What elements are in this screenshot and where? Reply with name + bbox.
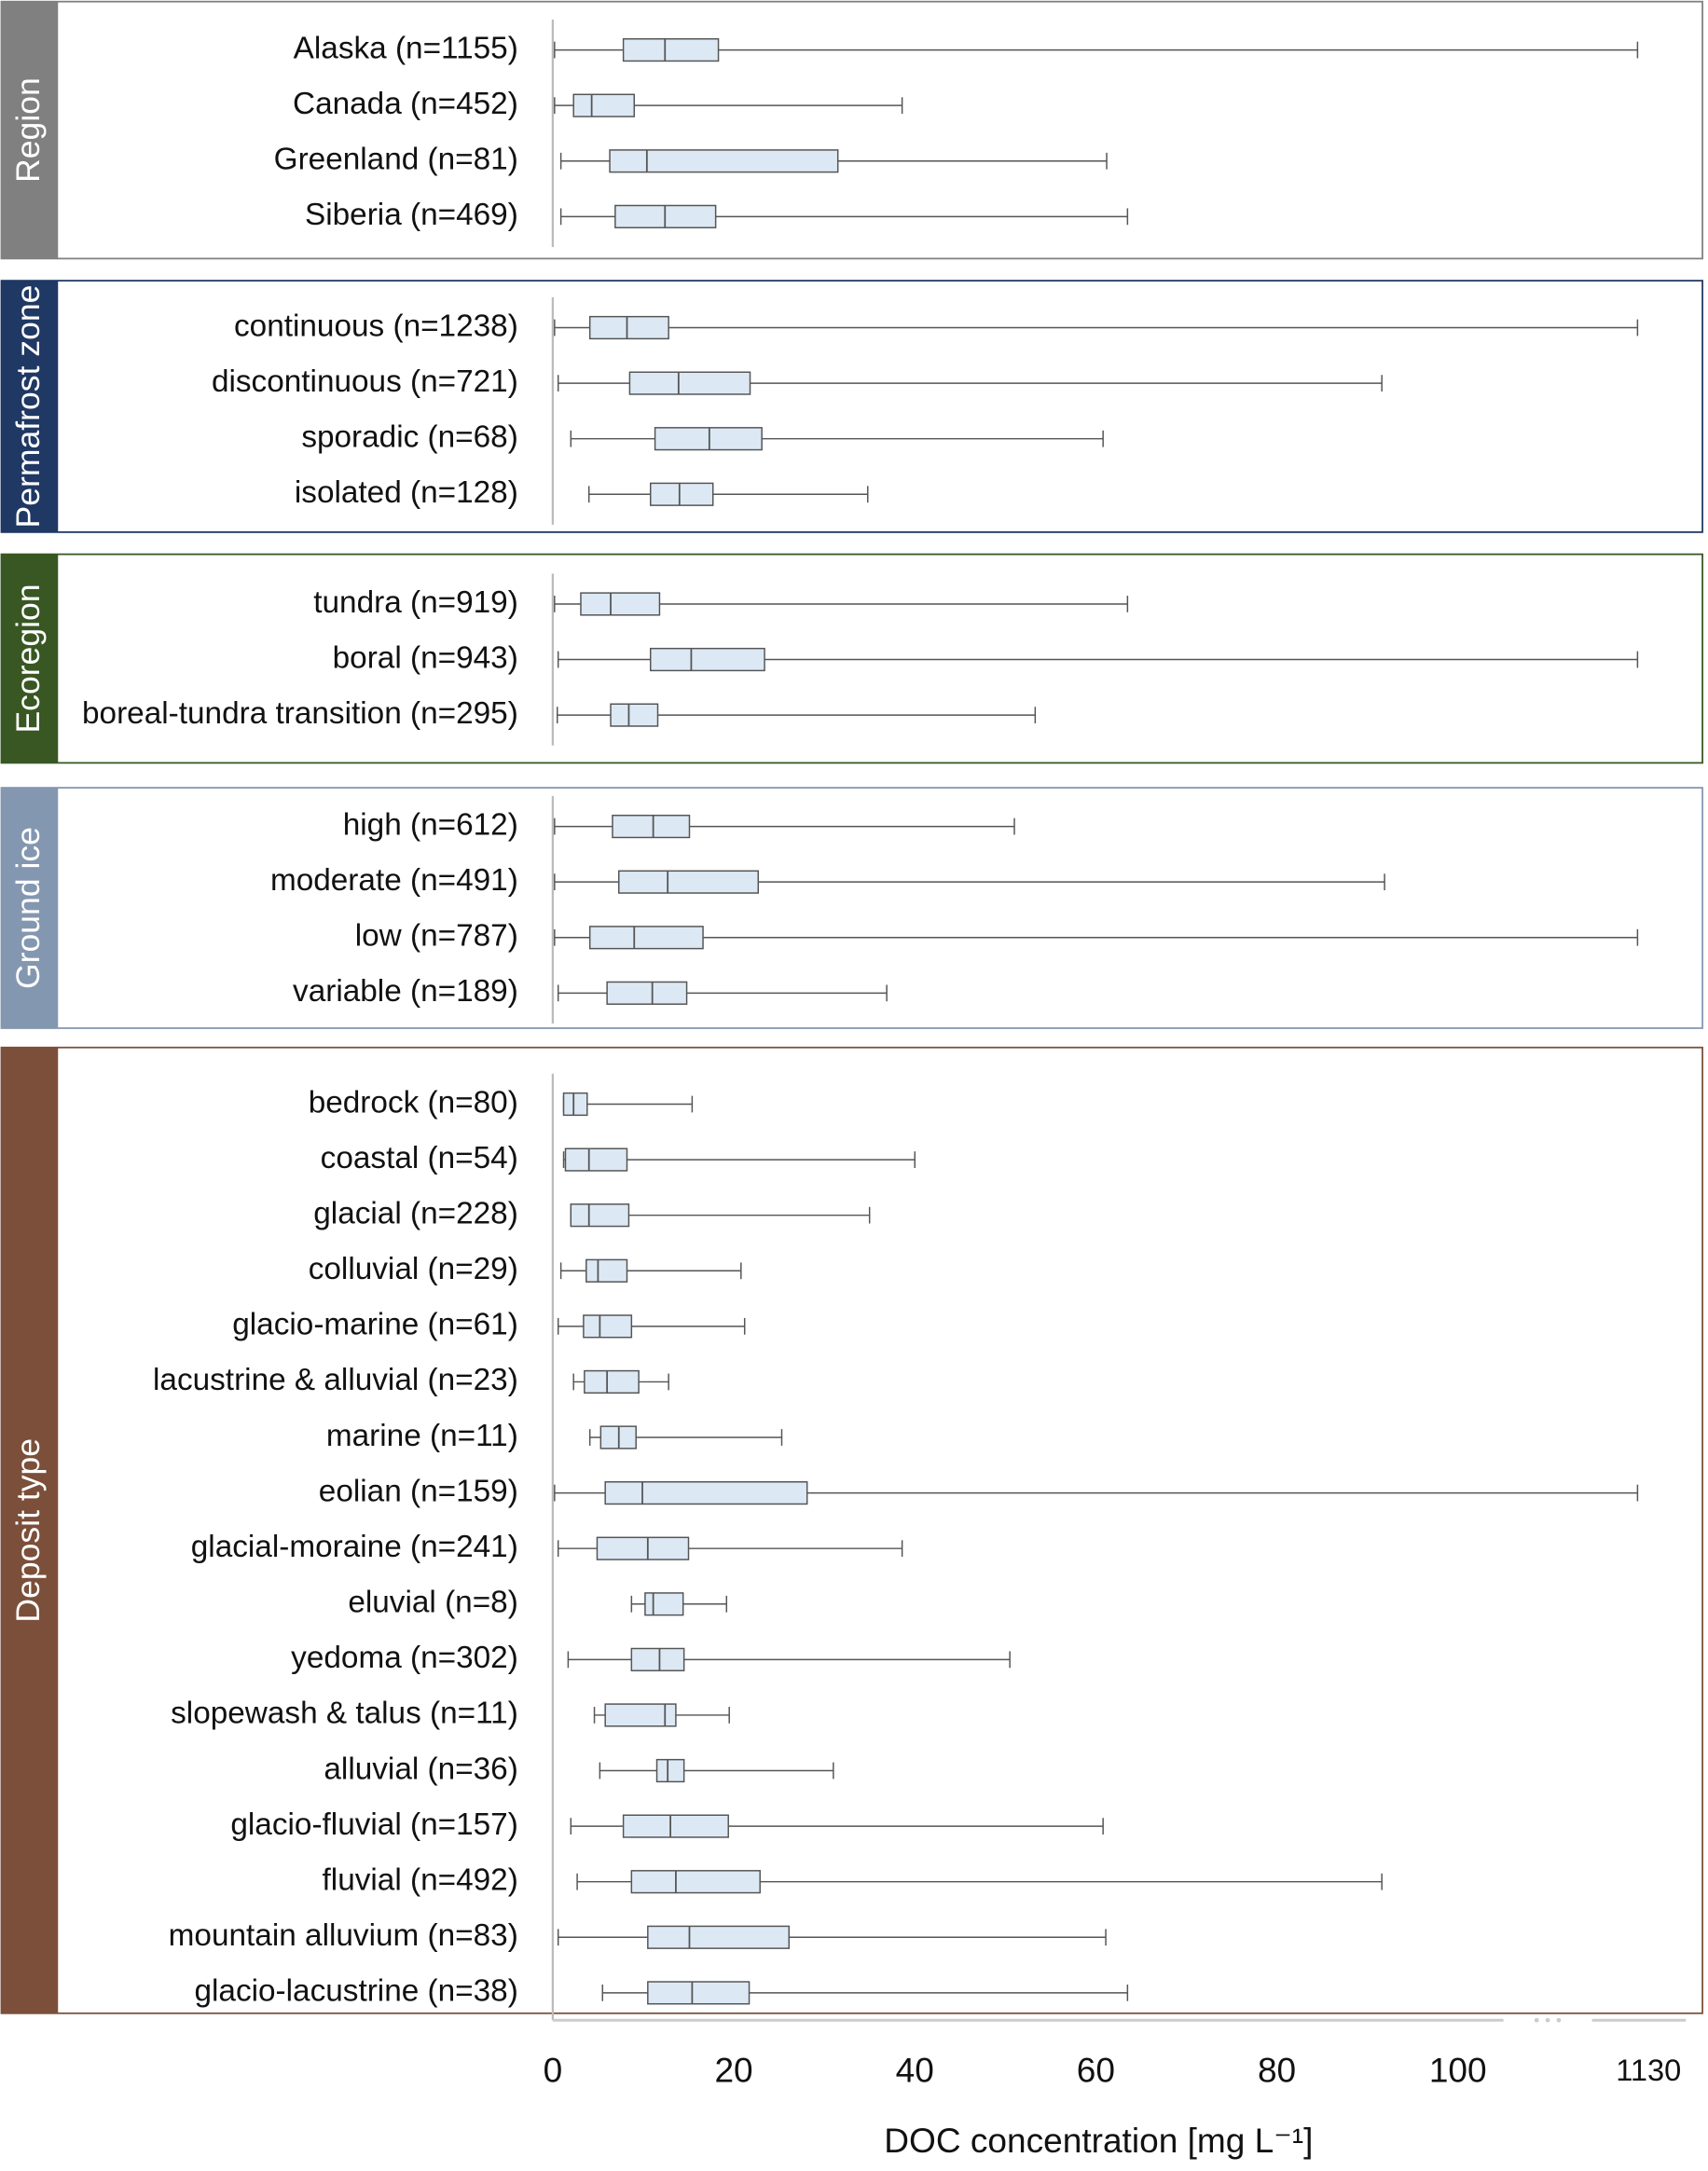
box bbox=[570, 1203, 630, 1228]
x-tick-label: 80 bbox=[1258, 2050, 1296, 2089]
category-label: glacio-marine (n=61) bbox=[232, 1308, 518, 1342]
box bbox=[630, 1870, 761, 1894]
category-label: tundra (n=919) bbox=[313, 585, 518, 620]
category-label: glacial-moraine (n=241) bbox=[191, 1530, 518, 1564]
box bbox=[628, 371, 751, 395]
category-label: marine (n=11) bbox=[326, 1419, 518, 1453]
panel-label: Deposit type bbox=[9, 1438, 47, 1623]
box bbox=[654, 427, 763, 451]
panel-label: Permafrost zone bbox=[9, 285, 47, 529]
category-label: high (n=612) bbox=[343, 807, 518, 842]
box bbox=[647, 1981, 751, 2005]
category-label: Greenland (n=81) bbox=[274, 143, 518, 177]
box bbox=[618, 870, 760, 894]
panel-side-bar bbox=[1, 554, 59, 763]
x-tick-label: 0 bbox=[544, 2050, 563, 2089]
category-label: sporadic (n=68) bbox=[301, 419, 518, 454]
box bbox=[564, 1147, 628, 1172]
box bbox=[580, 592, 661, 616]
box bbox=[572, 93, 635, 117]
box bbox=[630, 1647, 685, 1671]
box bbox=[649, 482, 714, 506]
box bbox=[612, 814, 691, 839]
category-label: coastal (n=54) bbox=[321, 1141, 518, 1175]
category-label: eolian (n=159) bbox=[319, 1474, 518, 1508]
category-label: Canada (n=452) bbox=[293, 87, 518, 121]
box bbox=[588, 315, 669, 340]
category-label: moderate (n=491) bbox=[270, 863, 518, 898]
category-label: boral (n=943) bbox=[333, 640, 518, 675]
category-label: slopewash & talus (n=11) bbox=[171, 1697, 518, 1731]
panel-side-bar bbox=[1, 788, 59, 1028]
box bbox=[604, 1481, 808, 1505]
category-label: eluvial (n=8) bbox=[348, 1586, 517, 1620]
category-label: boreal-tundra transition (n=295) bbox=[82, 696, 518, 731]
box bbox=[622, 1814, 729, 1838]
category-label: isolated (n=128) bbox=[295, 475, 518, 510]
category-label: low (n=787) bbox=[355, 919, 518, 954]
box bbox=[622, 37, 720, 62]
box bbox=[606, 981, 688, 1005]
box bbox=[585, 1258, 628, 1283]
panel-label: Ground ice bbox=[9, 827, 47, 989]
box bbox=[604, 1703, 677, 1727]
category-label: bedrock (n=80) bbox=[309, 1085, 518, 1120]
axis-break-dot bbox=[1534, 2017, 1539, 2023]
x-tick-label: 100 bbox=[1429, 2050, 1487, 2089]
box bbox=[588, 926, 704, 950]
box bbox=[655, 1758, 685, 1783]
category-label: lacustrine & alluvial (n=23) bbox=[153, 1363, 518, 1397]
x-tick-label: 20 bbox=[714, 2050, 752, 2089]
category-label: fluvial (n=492) bbox=[323, 1863, 518, 1898]
panel-frame bbox=[0, 553, 1703, 764]
box bbox=[562, 1092, 588, 1117]
axis-break-dot bbox=[1556, 2017, 1562, 2023]
category-label: mountain alluvium (n=83) bbox=[169, 1918, 518, 1953]
category-label: yedoma (n=302) bbox=[291, 1641, 518, 1675]
x-tick-label: 1130 bbox=[1616, 2053, 1681, 2087]
category-label: variable (n=189) bbox=[293, 974, 518, 1009]
axis-break-dot bbox=[1545, 2017, 1550, 2023]
category-label: glacio-fluvial (n=157) bbox=[230, 1807, 517, 1842]
box bbox=[610, 703, 659, 727]
panel-side-bar bbox=[1, 281, 59, 532]
category-label: continuous (n=1238) bbox=[234, 309, 518, 343]
x-axis-label: DOC concentration [mg L⁻¹] bbox=[884, 2121, 1313, 2160]
category-label: Alaska (n=1155) bbox=[294, 31, 518, 65]
panel-label: Ecoregion bbox=[9, 584, 47, 733]
box bbox=[596, 1536, 690, 1560]
x-tick-label: 40 bbox=[896, 2050, 934, 2089]
category-label: glacial (n=228) bbox=[313, 1196, 518, 1230]
box bbox=[583, 1314, 633, 1339]
x-tick-label: 60 bbox=[1077, 2050, 1115, 2089]
category-label: Siberia (n=469) bbox=[305, 198, 518, 232]
panel-frame bbox=[0, 787, 1703, 1029]
category-label: discontinuous (n=721) bbox=[212, 364, 518, 399]
panel-side-bar bbox=[1, 1, 59, 259]
box bbox=[584, 1369, 640, 1395]
panel-side-bar bbox=[1, 1047, 59, 2013]
panel-frame bbox=[0, 0, 1703, 260]
category-label: glacio-lacustrine (n=38) bbox=[194, 1974, 517, 2009]
category-label: colluvial (n=29) bbox=[309, 1252, 518, 1286]
box bbox=[644, 1592, 684, 1616]
box bbox=[647, 1925, 791, 1949]
panel-label: Region bbox=[9, 77, 47, 183]
category-label: alluvial (n=36) bbox=[324, 1752, 517, 1786]
box bbox=[609, 149, 839, 173]
box bbox=[649, 647, 765, 672]
